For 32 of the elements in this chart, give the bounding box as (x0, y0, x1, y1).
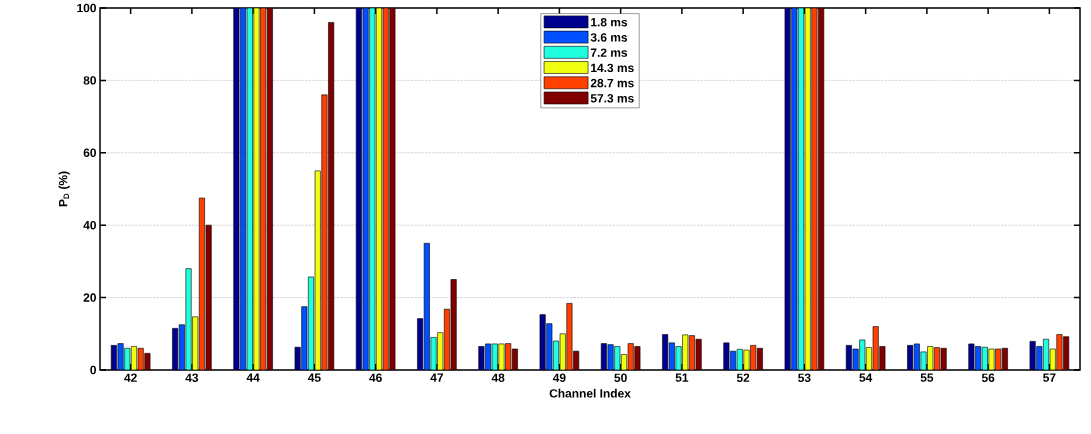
legend-label: 57.3 ms (590, 94, 634, 103)
x-tick-label: 54 (859, 373, 873, 382)
y-tick-label: 60 (83, 148, 96, 158)
y-tick-label: 0 (90, 365, 96, 375)
legend-label: 3.6 ms (590, 33, 628, 42)
legend-label: 14.3 ms (591, 63, 634, 73)
legend-label: 28.7 ms (590, 78, 634, 88)
y-axis-title: P$_{D}$ (%) (58, 171, 70, 207)
y-tick-label: 80 (83, 76, 96, 85)
legend-label: 1.8 ms (591, 17, 628, 27)
x-tick-label: 49 (552, 373, 566, 382)
x-tick-label: 45 (307, 373, 321, 382)
bar (185, 268, 192, 370)
x-tick-label: 44 (246, 373, 260, 382)
x-tick-label: 55 (920, 373, 934, 382)
bar (253, 7, 260, 370)
x-tick-label: 50 (614, 373, 627, 382)
x-tick-label: 52 (736, 373, 750, 382)
x-tick-label: 42 (124, 373, 137, 382)
x-tick-label: 43 (185, 373, 199, 382)
x-tick-label: 46 (369, 373, 382, 382)
x-tick-label: 57 (1043, 373, 1056, 382)
y-tick-label: 100 (77, 3, 96, 13)
x-tick-label: 51 (675, 373, 689, 382)
y-tick-label: 20 (83, 293, 96, 302)
y-tick-label: 40 (83, 220, 96, 230)
x-tick-label: 53 (798, 373, 811, 382)
x-tick-label: 48 (491, 373, 505, 382)
x-tick-label: 47 (430, 373, 444, 382)
x-axis-title: Channel Index (549, 388, 631, 398)
x-tick-label: 56 (981, 373, 995, 382)
legend-label: 7.2 ms (590, 48, 628, 57)
